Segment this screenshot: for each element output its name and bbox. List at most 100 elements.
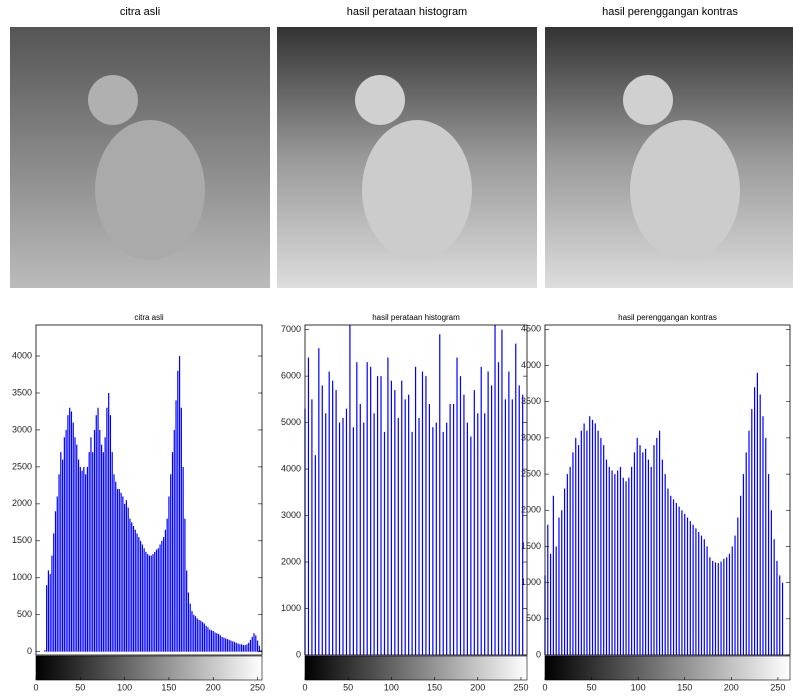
bar — [692, 524, 694, 655]
bar — [575, 437, 577, 655]
bar — [161, 540, 163, 652]
y-tick-label: 4500 — [521, 324, 541, 334]
y-tick-label: 0 — [27, 646, 32, 656]
bar — [459, 376, 462, 655]
bar — [639, 445, 641, 655]
bar — [58, 474, 60, 652]
bar — [421, 371, 424, 655]
axes-title: citra asli — [134, 313, 164, 322]
y-tick-label: 1000 — [281, 603, 301, 613]
bar — [152, 554, 154, 652]
bar — [714, 562, 717, 655]
bar — [168, 496, 170, 652]
bar — [591, 419, 594, 655]
bar — [124, 503, 126, 652]
bar — [193, 614, 195, 652]
bar — [370, 366, 372, 655]
x-tick-label: 100 — [384, 682, 399, 692]
colorbar — [544, 655, 791, 681]
bar — [359, 404, 361, 655]
bar — [311, 399, 313, 655]
bar — [748, 430, 750, 655]
bar — [116, 489, 119, 652]
bar — [76, 444, 78, 652]
bar — [611, 470, 613, 655]
bar — [617, 470, 619, 655]
x-tick-label: 200 — [724, 682, 739, 692]
bar — [246, 644, 248, 652]
bar — [614, 474, 616, 655]
bar — [132, 526, 135, 652]
bar — [131, 522, 133, 652]
bar — [734, 535, 736, 655]
bar — [656, 437, 658, 655]
bar — [740, 495, 742, 655]
bar — [202, 622, 204, 652]
bar — [328, 371, 330, 655]
bar — [184, 518, 186, 652]
bar — [411, 431, 413, 655]
x-tick-label: 0 — [33, 682, 38, 692]
bar — [207, 627, 209, 652]
bar — [605, 459, 608, 655]
y-tick-label: 0 — [536, 649, 541, 659]
bar — [85, 474, 87, 652]
bar — [170, 474, 172, 652]
bar — [145, 551, 147, 652]
y-tick-label: 4000 — [521, 360, 541, 370]
bar — [684, 513, 686, 655]
x-tick-label: 150 — [427, 682, 442, 692]
bar — [473, 390, 475, 655]
bar — [594, 423, 596, 655]
bar — [256, 640, 259, 652]
bar — [93, 429, 96, 652]
bar — [53, 533, 55, 652]
bar — [737, 517, 739, 655]
bar — [232, 641, 234, 652]
x-tick-label: 200 — [470, 682, 485, 692]
y-tick-label: 3500 — [12, 387, 32, 397]
photo-subject — [362, 120, 472, 260]
bar — [425, 376, 427, 655]
bar — [401, 380, 403, 655]
bar — [712, 560, 714, 655]
photo-subject — [355, 75, 405, 125]
x-tick-label: 150 — [161, 682, 176, 692]
bar — [731, 546, 733, 655]
bar — [258, 645, 260, 652]
bar — [726, 557, 728, 655]
bar — [555, 546, 557, 655]
bar — [577, 445, 580, 655]
bar — [619, 466, 622, 655]
bar — [77, 459, 80, 652]
bar — [703, 539, 705, 655]
bar — [452, 404, 455, 655]
bar — [191, 611, 193, 652]
image-title: hasil perenggangan kontras — [602, 6, 738, 18]
axes-title: hasil perenggangan kontras — [618, 313, 717, 322]
bar — [759, 394, 761, 655]
bar — [104, 437, 106, 652]
y-tick-label: 1500 — [521, 541, 541, 551]
bar — [307, 357, 310, 655]
photo-subject — [88, 75, 138, 125]
x-tick-label: 250 — [770, 682, 785, 692]
bar — [241, 644, 243, 652]
y-tick-label: 2500 — [521, 468, 541, 478]
bar — [138, 537, 140, 652]
bar — [74, 437, 76, 652]
bar — [233, 642, 236, 652]
bar — [709, 557, 711, 655]
image-title: citra asli — [120, 6, 160, 18]
bar — [109, 415, 112, 652]
bar — [113, 474, 115, 652]
bar — [383, 431, 386, 655]
bar — [49, 574, 51, 652]
bar — [484, 413, 486, 655]
bar — [681, 510, 683, 655]
bar — [69, 407, 71, 652]
bar — [466, 422, 468, 655]
bar — [756, 372, 758, 655]
photo-subject — [95, 120, 205, 260]
